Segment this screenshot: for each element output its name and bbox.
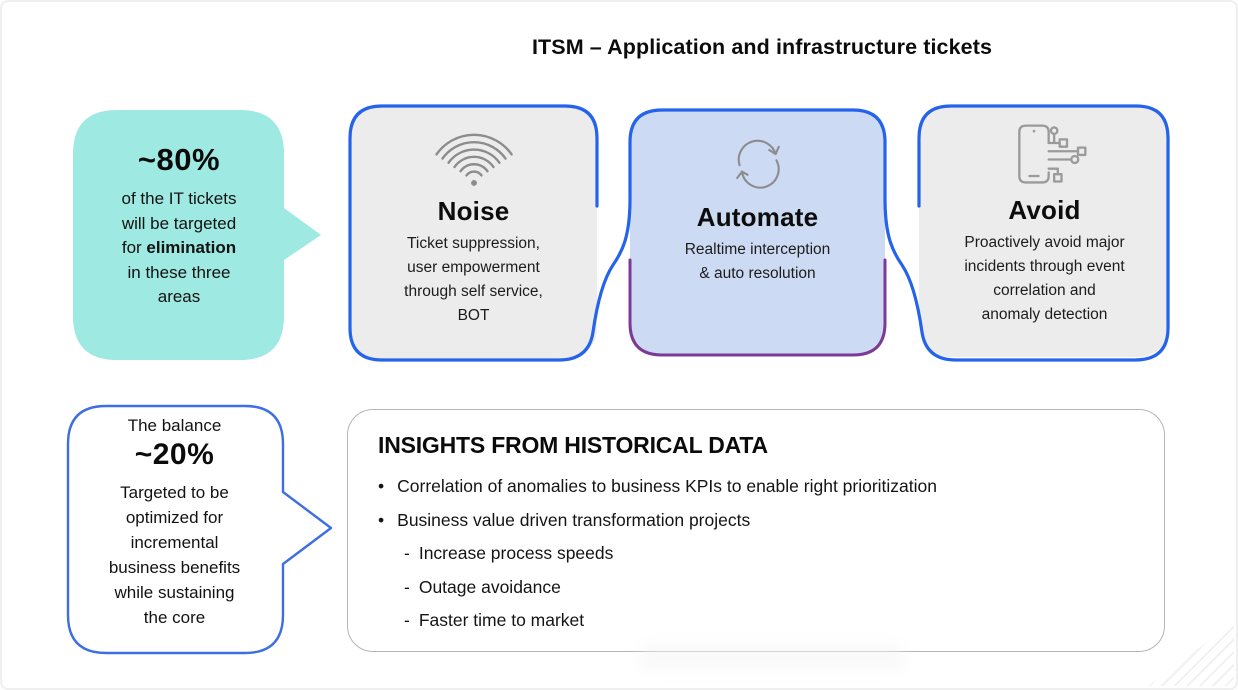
callout-20-line: optimized for	[125, 508, 224, 527]
pillar-desc-line: Ticket suppression,	[407, 235, 540, 252]
callout-80-body: of the IT tickets will be targeted for e…	[74, 187, 284, 310]
insight-sub-bullet-text: Faster time to market	[418, 610, 585, 630]
callout-20-line: Targeted to be	[120, 483, 229, 502]
insight-sub-bullet: - Increase process speeds	[404, 537, 1134, 571]
callout-80-bubble	[73, 110, 321, 360]
pillar-title: Avoid	[1008, 195, 1081, 225]
pillar-desc-line: Proactively avoid major	[964, 234, 1125, 251]
sync-arrows-icon	[735, 139, 780, 189]
faint-watermark-smudge	[642, 646, 902, 670]
callout-80-line: for elimination	[74, 236, 284, 261]
dash-glyph: -	[404, 576, 410, 597]
pillar-title: Automate	[696, 202, 819, 232]
callout-20-bubble	[66, 404, 333, 655]
callout-80-line: areas	[157, 287, 201, 306]
pillar-desc-line: user empowerment	[407, 259, 540, 276]
callout-20-line: incremental	[130, 533, 219, 552]
dash-glyph: -	[404, 543, 410, 563]
insights-title: INSIGHTS FROM HISTORICAL DATA	[378, 432, 768, 458]
insight-bullet-text: Correlation of anomalies to business KPI…	[397, 476, 938, 496]
pillar-desc-line: incidents through event	[964, 258, 1125, 275]
dash-glyph: -	[404, 610, 410, 630]
pillar-desc-line: through self service,	[404, 283, 543, 300]
callout-20-headline: ~20%	[134, 438, 215, 471]
callout-80-line-bold: elimination	[146, 238, 237, 257]
insight-sub-bullet-text: Outage avoidance	[418, 576, 561, 597]
pillar-description: Ticket suppression, user empowerment thr…	[404, 232, 543, 328]
callout-20-intro: The balance	[127, 416, 222, 435]
pillar-description: Proactively avoid major incidents throug…	[964, 231, 1124, 327]
callout-80: ~80% of the IT tickets will be targeted …	[74, 142, 284, 310]
slide-title: ITSM – Application and infrastructure ti…	[531, 35, 993, 59]
pillar-desc-line: anomaly detection	[981, 306, 1108, 323]
callout-80-headline: ~80%	[137, 142, 221, 177]
pillar-desc-line: & auto resolution	[699, 265, 816, 282]
pillar-automate: Automate Realtime interception & auto re…	[630, 110, 885, 355]
callout-80-line-pre: for	[121, 238, 147, 257]
bullet-glyph: •	[378, 509, 385, 530]
callout-20-line: the core	[143, 608, 206, 627]
insight-bullet: • Business value driven transformation p…	[378, 504, 1134, 538]
pillar-desc-line: correlation and	[993, 282, 1096, 299]
insights-list: • Correlation of anomalies to business K…	[378, 470, 1134, 638]
pillar-desc-line: Realtime interception	[684, 241, 831, 258]
pillar-title: Noise	[437, 196, 510, 226]
noise-signal-icon	[434, 133, 513, 186]
callout-80-line: will be targeted	[121, 213, 237, 233]
insight-sub-bullet-text: Increase process speeds	[418, 543, 614, 563]
callout-20-body: Targeted to be optimized for incremental…	[67, 480, 282, 630]
pillars-connector-graphic	[348, 104, 1170, 362]
pillar-description: Realtime interception & auto resolution	[685, 238, 831, 286]
insight-sub-bullet: - Outage avoidance	[404, 571, 1134, 605]
insight-sub-bullet: - Faster time to market	[404, 604, 1134, 638]
insight-bullet-text: Business value driven transformation pro…	[397, 509, 751, 530]
insights-panel: INSIGHTS FROM HISTORICAL DATA • Correlat…	[347, 409, 1165, 652]
callout-20-line: business benefits	[108, 558, 241, 577]
callout-20: The balance ~20% Targeted to be optimize…	[67, 416, 282, 630]
callout-20-line: while sustaining	[114, 583, 235, 602]
callout-80-line: of the IT tickets	[121, 189, 237, 208]
insight-bullet: • Correlation of anomalies to business K…	[378, 470, 1134, 504]
pillar-avoid: Avoid Proactively avoid major incidents …	[919, 107, 1170, 357]
bullet-glyph: •	[378, 476, 385, 496]
pillar-noise: Noise Ticket suppression, user empowerme…	[350, 106, 597, 360]
phone-circuit-icon	[1017, 124, 1086, 184]
callout-80-line: in these three	[127, 262, 231, 282]
pillar-desc-line: BOT	[457, 307, 490, 324]
